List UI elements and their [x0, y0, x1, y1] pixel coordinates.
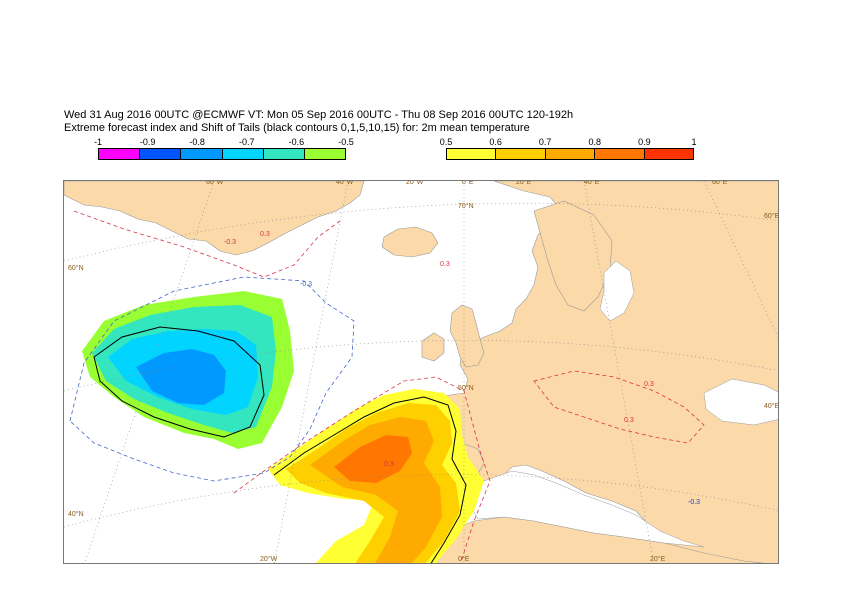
legend-tick-label: 0.5 — [439, 137, 453, 147]
dashed-contour-positive — [233, 376, 491, 563]
graticule-label-top: 20°W — [406, 180, 424, 186]
dashed-contour-europe — [533, 370, 705, 444]
contour-value-label: 0.3 — [624, 417, 634, 424]
land-great-britain — [449, 304, 485, 368]
efi-positive-darkorange — [334, 435, 412, 483]
contour-value-label: 0.3 — [384, 461, 394, 468]
legend-positive-colorbar — [446, 148, 694, 160]
legend-tick-label: -1 — [93, 137, 103, 147]
legend-tick-label: 0.8 — [588, 137, 602, 147]
legend-color-segment — [181, 149, 223, 159]
graticule — [64, 181, 778, 563]
graticule-label-top: 0°E — [462, 180, 474, 186]
graticule-label-top: 20°E — [516, 180, 532, 186]
legend-color-segment — [644, 149, 694, 159]
sot-contour-negative — [93, 326, 265, 438]
graticule-label-left: 40°N — [68, 511, 84, 518]
legend-tick-label: 1 — [691, 137, 697, 147]
sot-contour-positive — [273, 396, 467, 563]
graticule-label-top: 40°E — [584, 180, 600, 186]
legend-color-segment — [263, 149, 305, 159]
contour-value-label: -0.3 — [688, 499, 701, 506]
land-iceland — [381, 226, 439, 258]
graticule-label-left: 60°N — [68, 265, 84, 272]
legend-tick-label: -0.9 — [139, 137, 156, 147]
graticule-label-bottom: 0°E — [458, 556, 470, 563]
legend-tick-label: 0.6 — [489, 137, 502, 147]
legend-color-segment — [545, 149, 596, 159]
efi-negative-blue — [136, 349, 226, 405]
legend-color-segment — [595, 149, 645, 159]
contour-value-label: 0.3 — [260, 231, 270, 238]
legend-tick-label: -0.7 — [239, 137, 255, 147]
sea-baltic — [599, 260, 635, 322]
map-svg — [64, 181, 778, 563]
contour-value-label: -0.3 — [300, 281, 313, 288]
graticule-label-inner: 50°N — [458, 385, 474, 392]
graticule-label-right: 40°E — [764, 403, 779, 410]
legend-negative-colorbar — [98, 148, 346, 160]
chart-title-line-2: Extreme forecast index and Shift of Tail… — [64, 122, 530, 134]
legend-tick-label: -0.5 — [338, 137, 354, 147]
land-greenland — [64, 181, 365, 256]
legend-color-segment — [304, 149, 346, 159]
land-ireland — [421, 332, 445, 362]
graticule-label-bottom: 20°E — [650, 556, 666, 563]
sea-black — [703, 378, 778, 426]
legend-color-segment — [99, 149, 141, 159]
map-panel: 60°W 40°W 20°W 0°E 20°E 40°E 60°E 20°W 0°E 20°E 60… — [63, 180, 779, 564]
graticule-label-top: 60°E — [712, 180, 728, 186]
graticule-label-right: 60°E — [764, 213, 779, 220]
graticule-label-inner: 70°N — [458, 203, 474, 210]
legend-tick-label: 0.9 — [638, 137, 651, 147]
sea-mediterranean — [469, 470, 705, 548]
graticule-label-top: 40°W — [336, 180, 354, 186]
legend-color-segment — [222, 149, 264, 159]
legend-tick-label: -0.8 — [189, 137, 205, 147]
legend-color-segment — [496, 149, 546, 159]
contour-value-label: -0.3 — [224, 239, 237, 246]
legend-color-segment — [140, 149, 182, 159]
graticule-label-bottom: 20°W — [260, 556, 278, 563]
dashed-contour-greenland — [73, 210, 341, 278]
graticule-label-top: 60°W — [206, 180, 224, 186]
legend-tick-label: -0.6 — [288, 137, 305, 147]
contour-value-label: 0.3 — [440, 261, 450, 268]
contour-value-label: 0.3 — [644, 381, 654, 388]
contour-value-label: -0.3 — [688, 499, 701, 506]
legend-color-segment — [447, 149, 497, 159]
legend-tick-label: 0.7 — [538, 137, 552, 147]
chart-title-line-1: Wed 31 Aug 2016 00UTC @ECMWF VT: Mon 05 … — [64, 109, 574, 121]
